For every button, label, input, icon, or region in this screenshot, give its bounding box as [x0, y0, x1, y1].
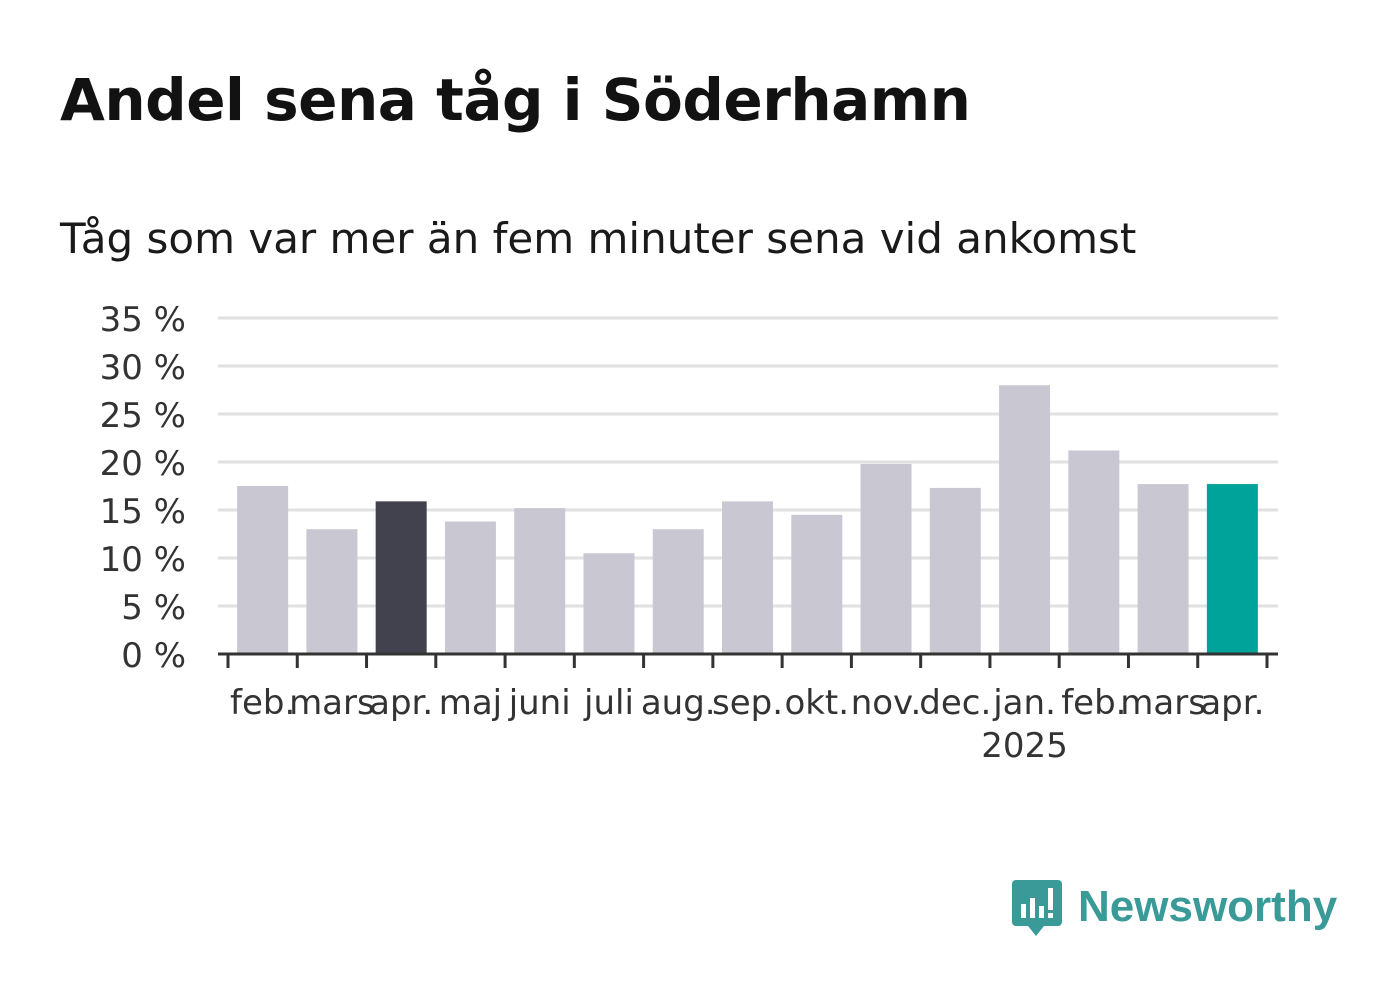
y-tick-label: 25 %	[100, 396, 186, 436]
bar	[999, 385, 1051, 654]
newsworthy-logo: Newsworthy	[1010, 876, 1337, 938]
bar	[306, 529, 358, 654]
x-tick-label: feb.	[1061, 683, 1126, 723]
y-tick-label: 5 %	[121, 588, 186, 628]
chart-subtitle: Tåg som var mer än fem minuter sena vid …	[60, 214, 1137, 263]
newsworthy-logo-icon	[1012, 880, 1062, 936]
x-tick-label: nov.	[851, 683, 922, 723]
bar	[860, 463, 912, 654]
x-year-label: 2025	[981, 726, 1068, 766]
bar	[1068, 450, 1120, 654]
x-tick-label: maj	[439, 683, 502, 723]
x-tick-label: dec.	[919, 683, 991, 723]
x-tick-label: mars	[1120, 683, 1206, 723]
y-tick-label: 15 %	[100, 492, 186, 532]
x-tick-label: jan.	[992, 683, 1056, 723]
bar	[514, 508, 566, 654]
y-tick-label: 30 %	[100, 348, 186, 388]
bar	[444, 521, 496, 654]
x-tick-label: apr.	[369, 683, 433, 723]
x-tick-label: okt.	[784, 683, 849, 723]
bar	[929, 487, 981, 654]
bar	[237, 486, 289, 654]
x-tick-label: feb.	[230, 683, 295, 723]
bar	[583, 553, 635, 654]
bar	[1137, 484, 1189, 654]
chart-title: Andel sena tåg i Söderhamn	[60, 66, 971, 134]
x-tick-label: apr.	[1200, 683, 1264, 723]
bar	[1206, 484, 1258, 654]
bar	[652, 529, 704, 654]
x-tick-label: mars	[289, 683, 375, 723]
brand-name: Newsworthy	[1078, 882, 1338, 931]
bar	[791, 514, 843, 654]
x-tick-label: sep.	[712, 683, 783, 723]
x-tick-label: juli	[583, 683, 634, 723]
bar	[375, 501, 427, 654]
y-tick-label: 10 %	[100, 540, 186, 580]
y-tick-label: 35 %	[100, 300, 186, 340]
x-tick-label: aug.	[641, 683, 716, 723]
bar	[722, 501, 773, 654]
x-tick-label: juni	[508, 683, 571, 723]
y-tick-label: 0 %	[121, 636, 186, 676]
y-tick-label: 20 %	[100, 444, 186, 484]
